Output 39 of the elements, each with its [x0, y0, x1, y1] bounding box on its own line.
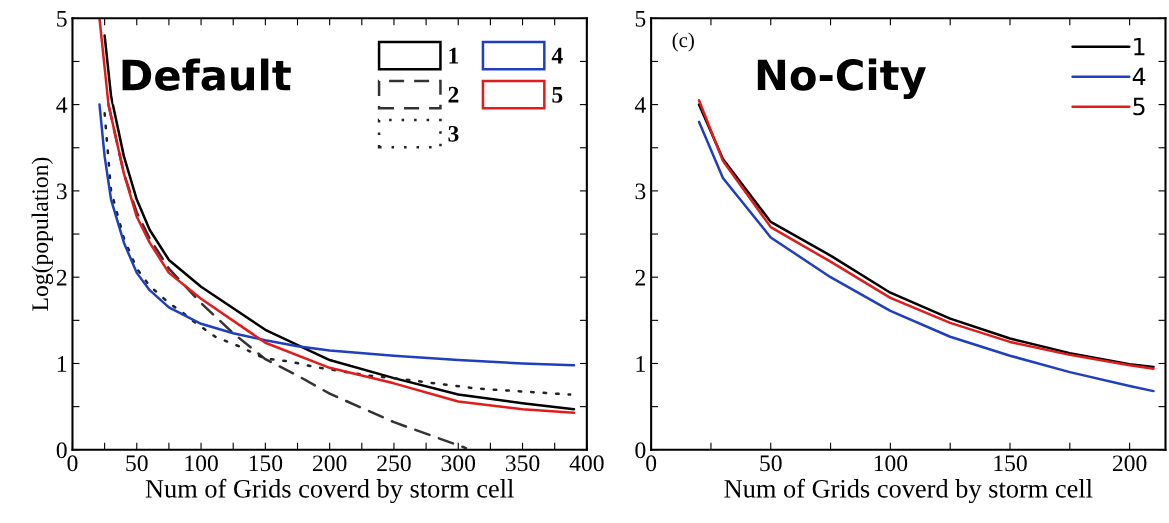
y-axis-title: Log(population)	[31, 157, 54, 311]
x-axis-title: Num of Grids coverd by storm cell	[724, 478, 1093, 504]
x-tick-label: 50	[126, 455, 148, 472]
annotation: (c)	[672, 32, 694, 52]
y-tick-label: 3	[56, 183, 67, 200]
y-tick-label: 3	[635, 183, 646, 200]
legend-label: 3	[448, 125, 459, 142]
legend-label: 5	[552, 87, 563, 103]
x-tick-label: 100	[874, 455, 908, 472]
legend-label: 2	[448, 86, 459, 103]
x-tick-label: 200	[1112, 455, 1147, 472]
x-tick-label: 250	[377, 455, 411, 472]
x-tick-label: 350	[505, 455, 540, 472]
y-tick-label: 5	[635, 11, 646, 27]
legend-label: 1	[449, 47, 459, 64]
annotation: No-City	[757, 58, 926, 100]
y-tick-label: 1	[57, 356, 67, 372]
x-tick-label: 300	[441, 455, 476, 472]
x-tick-label: 100	[185, 455, 218, 472]
x-tick-label: 150	[994, 455, 1027, 472]
y-tick-label: 1	[636, 356, 645, 372]
x-axis-title: Num of Grids coverd by storm cell	[145, 478, 514, 504]
y-tick-label: 4	[56, 97, 68, 113]
y-tick-label: 2	[635, 269, 645, 286]
y-tick-label: 2	[56, 269, 67, 286]
legend-label: 5	[1133, 97, 1145, 116]
x-tick-label: 400	[569, 455, 604, 472]
annotation: Default	[122, 58, 291, 91]
legend-label: 4	[1132, 67, 1146, 86]
x-tick-label: 0	[646, 455, 657, 472]
x-tick-label: 150	[249, 455, 283, 472]
y-tick-label: 0	[635, 442, 646, 459]
x-tick-label: 200	[312, 455, 347, 472]
y-tick-label: 5	[57, 11, 67, 27]
legend-label: 4	[551, 47, 563, 64]
y-tick-label: 0	[56, 442, 67, 459]
x-tick-label: 50	[760, 455, 782, 472]
y-tick-label: 4	[634, 97, 646, 113]
legend-label: 1	[1134, 37, 1145, 56]
